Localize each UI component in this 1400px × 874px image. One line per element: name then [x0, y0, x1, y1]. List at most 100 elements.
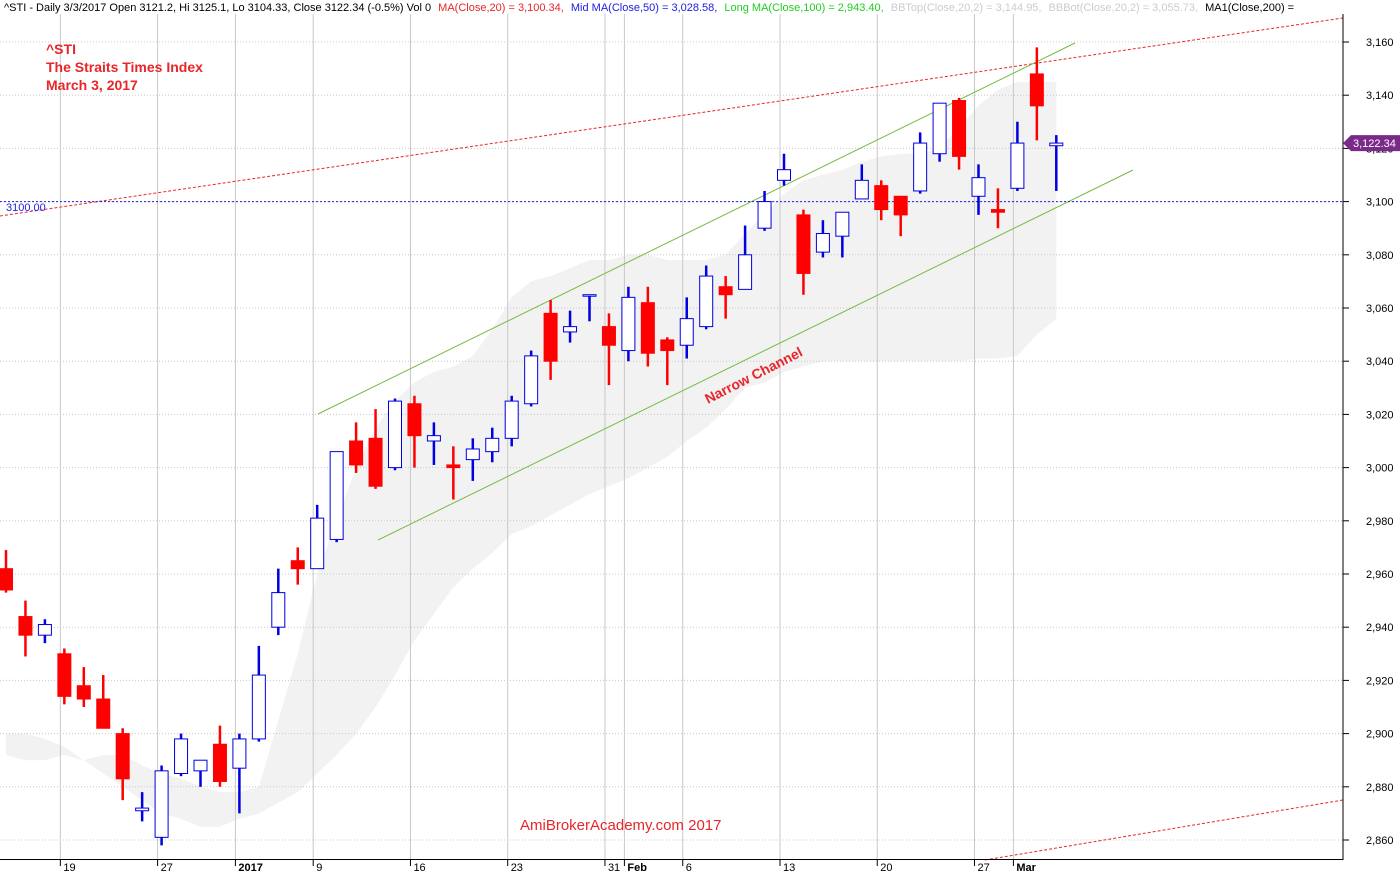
candle [504, 395, 519, 447]
candle [329, 451, 344, 543]
candle [757, 190, 772, 231]
watermark: AmiBrokerAcademy.com 2017 [520, 817, 721, 834]
candle [76, 667, 91, 707]
candle [660, 337, 675, 386]
candle [0, 550, 13, 593]
candle [135, 792, 150, 822]
candles [0, 47, 1064, 846]
candle-body-up [563, 326, 578, 333]
candle [601, 313, 616, 386]
candle-body-down [115, 733, 130, 780]
candle-body-down [990, 209, 1005, 213]
last-price-tag: 3,122.34 [1343, 135, 1400, 152]
channel-upper-line [317, 42, 1076, 415]
candle-body-down [640, 302, 655, 354]
x-tick-label: 19 [63, 862, 75, 874]
candle [407, 395, 422, 468]
candle [115, 728, 130, 801]
x-tick-label: 6 [686, 862, 692, 874]
y-tick-label: 2,900 [1366, 729, 1394, 741]
candle-body-down [874, 185, 889, 211]
y-tick-label: 3,140 [1366, 90, 1394, 102]
x-tick-label: 20 [880, 862, 892, 874]
y-tick-label: 3,100 [1366, 197, 1394, 209]
header-bbtop: BBTop(Close,20,2) = 3,144.95, [891, 2, 1042, 14]
candle-body-up [971, 177, 986, 197]
candle [699, 265, 714, 330]
candle [18, 600, 33, 657]
candle-body-up [504, 400, 519, 439]
y-tick-label: 3,060 [1366, 303, 1394, 315]
x-tick-label: 13 [783, 862, 795, 874]
header-bbbot: BBBot(Close,20,2) = 3,055.73, [1049, 2, 1199, 14]
last-price-tag-shape [1343, 135, 1400, 152]
y-tick-label: 2,960 [1366, 569, 1394, 581]
candle [37, 619, 52, 644]
upper-trend-line [0, 17, 1344, 217]
candle-body-up [329, 451, 344, 540]
candle-body-down [18, 616, 33, 636]
candle [932, 102, 947, 162]
candle-body-down [543, 312, 558, 362]
candle [485, 427, 500, 463]
candle [854, 164, 869, 200]
candle [738, 225, 753, 290]
candle [290, 547, 305, 585]
candle [465, 438, 480, 481]
overlay-symbol: ^STI [46, 41, 76, 57]
candle-body-up [679, 318, 694, 346]
x-tick-label: 16 [413, 862, 425, 874]
x-tick-label: Mar [1016, 862, 1036, 874]
candle [913, 132, 928, 194]
candle-body-up [738, 254, 753, 290]
candle [777, 153, 791, 186]
candle-body-down [952, 100, 967, 157]
candle-body-down [601, 326, 616, 346]
candle [543, 300, 558, 380]
header-ma20: MA(Close,20) = 3,100.34, [438, 2, 564, 14]
candle [621, 286, 636, 362]
grid [0, 14, 1343, 859]
candle [251, 645, 266, 742]
candle [154, 765, 169, 846]
last-price-tag-text: 3,122.34 [1353, 138, 1396, 150]
candle [271, 568, 286, 636]
candle-body-down [349, 440, 364, 466]
candle-body-up [621, 296, 636, 352]
x-tick-label: 9 [316, 862, 322, 874]
candle-body-down [96, 698, 111, 729]
candle [310, 504, 325, 570]
candle-body-down [1029, 73, 1044, 107]
candle [524, 350, 539, 407]
candle-body-down [212, 743, 227, 782]
candle [815, 220, 830, 258]
y-tick-label: 2,980 [1366, 516, 1394, 528]
candle [874, 180, 889, 221]
y-tick-label: 3,160 [1366, 37, 1394, 49]
candle [446, 446, 461, 500]
trend-lines [0, 17, 1344, 861]
candle-body-up [154, 770, 169, 838]
y-tick-label: 3,000 [1366, 463, 1394, 475]
x-axis: 19 27 2017 9 16 23 31 Feb 6 13 20 27 Mar [59, 859, 1037, 874]
candle [232, 733, 247, 814]
header-ma100: Long MA(Close,100) = 2,943.40, [724, 2, 883, 14]
candle [349, 422, 364, 473]
candle-body-up [37, 624, 52, 636]
candle [1029, 47, 1044, 141]
channel-lower-line [377, 169, 1134, 541]
candle-body-up [854, 179, 869, 200]
candle-body-down [718, 286, 733, 296]
candle-body-up [485, 437, 500, 453]
candle-body-down [290, 560, 305, 570]
y-tick-label: 2,940 [1366, 622, 1394, 634]
candle [971, 164, 986, 215]
candle-body-down [57, 653, 72, 697]
y-tick-label: 2,920 [1366, 675, 1394, 687]
candle [563, 310, 578, 343]
candle [1010, 121, 1025, 191]
candle [679, 297, 694, 359]
candle-body-up [251, 674, 266, 740]
